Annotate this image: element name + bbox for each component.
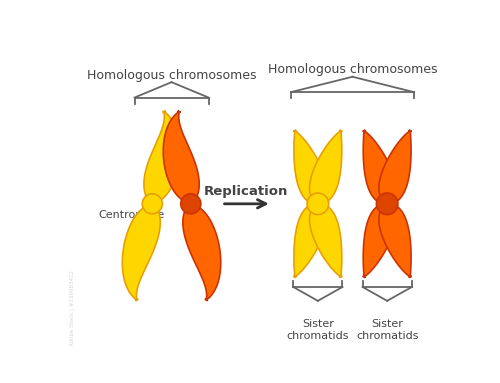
Text: Centromere: Centromere (98, 205, 164, 220)
Polygon shape (379, 130, 412, 204)
Polygon shape (122, 203, 160, 301)
Polygon shape (362, 203, 396, 278)
Polygon shape (362, 130, 396, 204)
Text: Homologous chromosomes: Homologous chromosomes (268, 62, 437, 75)
Polygon shape (310, 203, 342, 278)
Text: Sister
chromatids: Sister chromatids (356, 319, 418, 341)
Polygon shape (310, 130, 342, 204)
Polygon shape (144, 111, 180, 204)
Polygon shape (164, 111, 199, 204)
Polygon shape (294, 203, 326, 278)
Circle shape (307, 193, 328, 214)
Circle shape (376, 193, 398, 214)
Circle shape (181, 194, 201, 214)
Text: Adobe Stock | #239983412: Adobe Stock | #239983412 (70, 270, 75, 346)
Text: Sister
chromatids: Sister chromatids (286, 319, 349, 341)
Text: Replication: Replication (204, 185, 288, 198)
Circle shape (142, 194, 163, 214)
Polygon shape (379, 203, 412, 278)
Polygon shape (183, 203, 221, 301)
Text: Homologous chromosomes: Homologous chromosomes (87, 69, 256, 82)
Polygon shape (294, 130, 326, 204)
